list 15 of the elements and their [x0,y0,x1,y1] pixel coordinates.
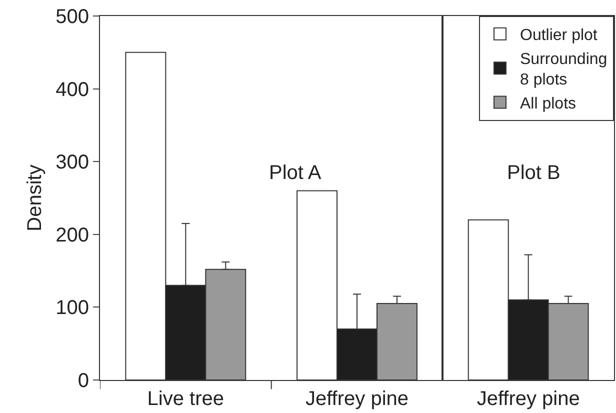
y-axis-title: Density [24,164,46,232]
y-tick-label: 0 [78,370,89,392]
y-tick-label: 100 [56,297,89,320]
y-tick-label: 500 [56,6,89,28]
y-tick-label: 400 [56,78,89,101]
legend-label: All plots [520,96,576,113]
x-tick-label: Jeffrey pine [305,388,409,410]
annotation: Plot B [507,162,560,184]
legend-label: Outlier plot [520,27,598,44]
x-tick-label: Live tree [147,388,224,410]
y-tick-label: 200 [56,224,89,246]
annotation: Plot A [269,162,322,184]
x-tick-label: Jeffrey pine [476,388,580,410]
legend-label: Surrounding 8 plots [520,50,608,89]
y-tick-label: 300 [56,152,89,174]
